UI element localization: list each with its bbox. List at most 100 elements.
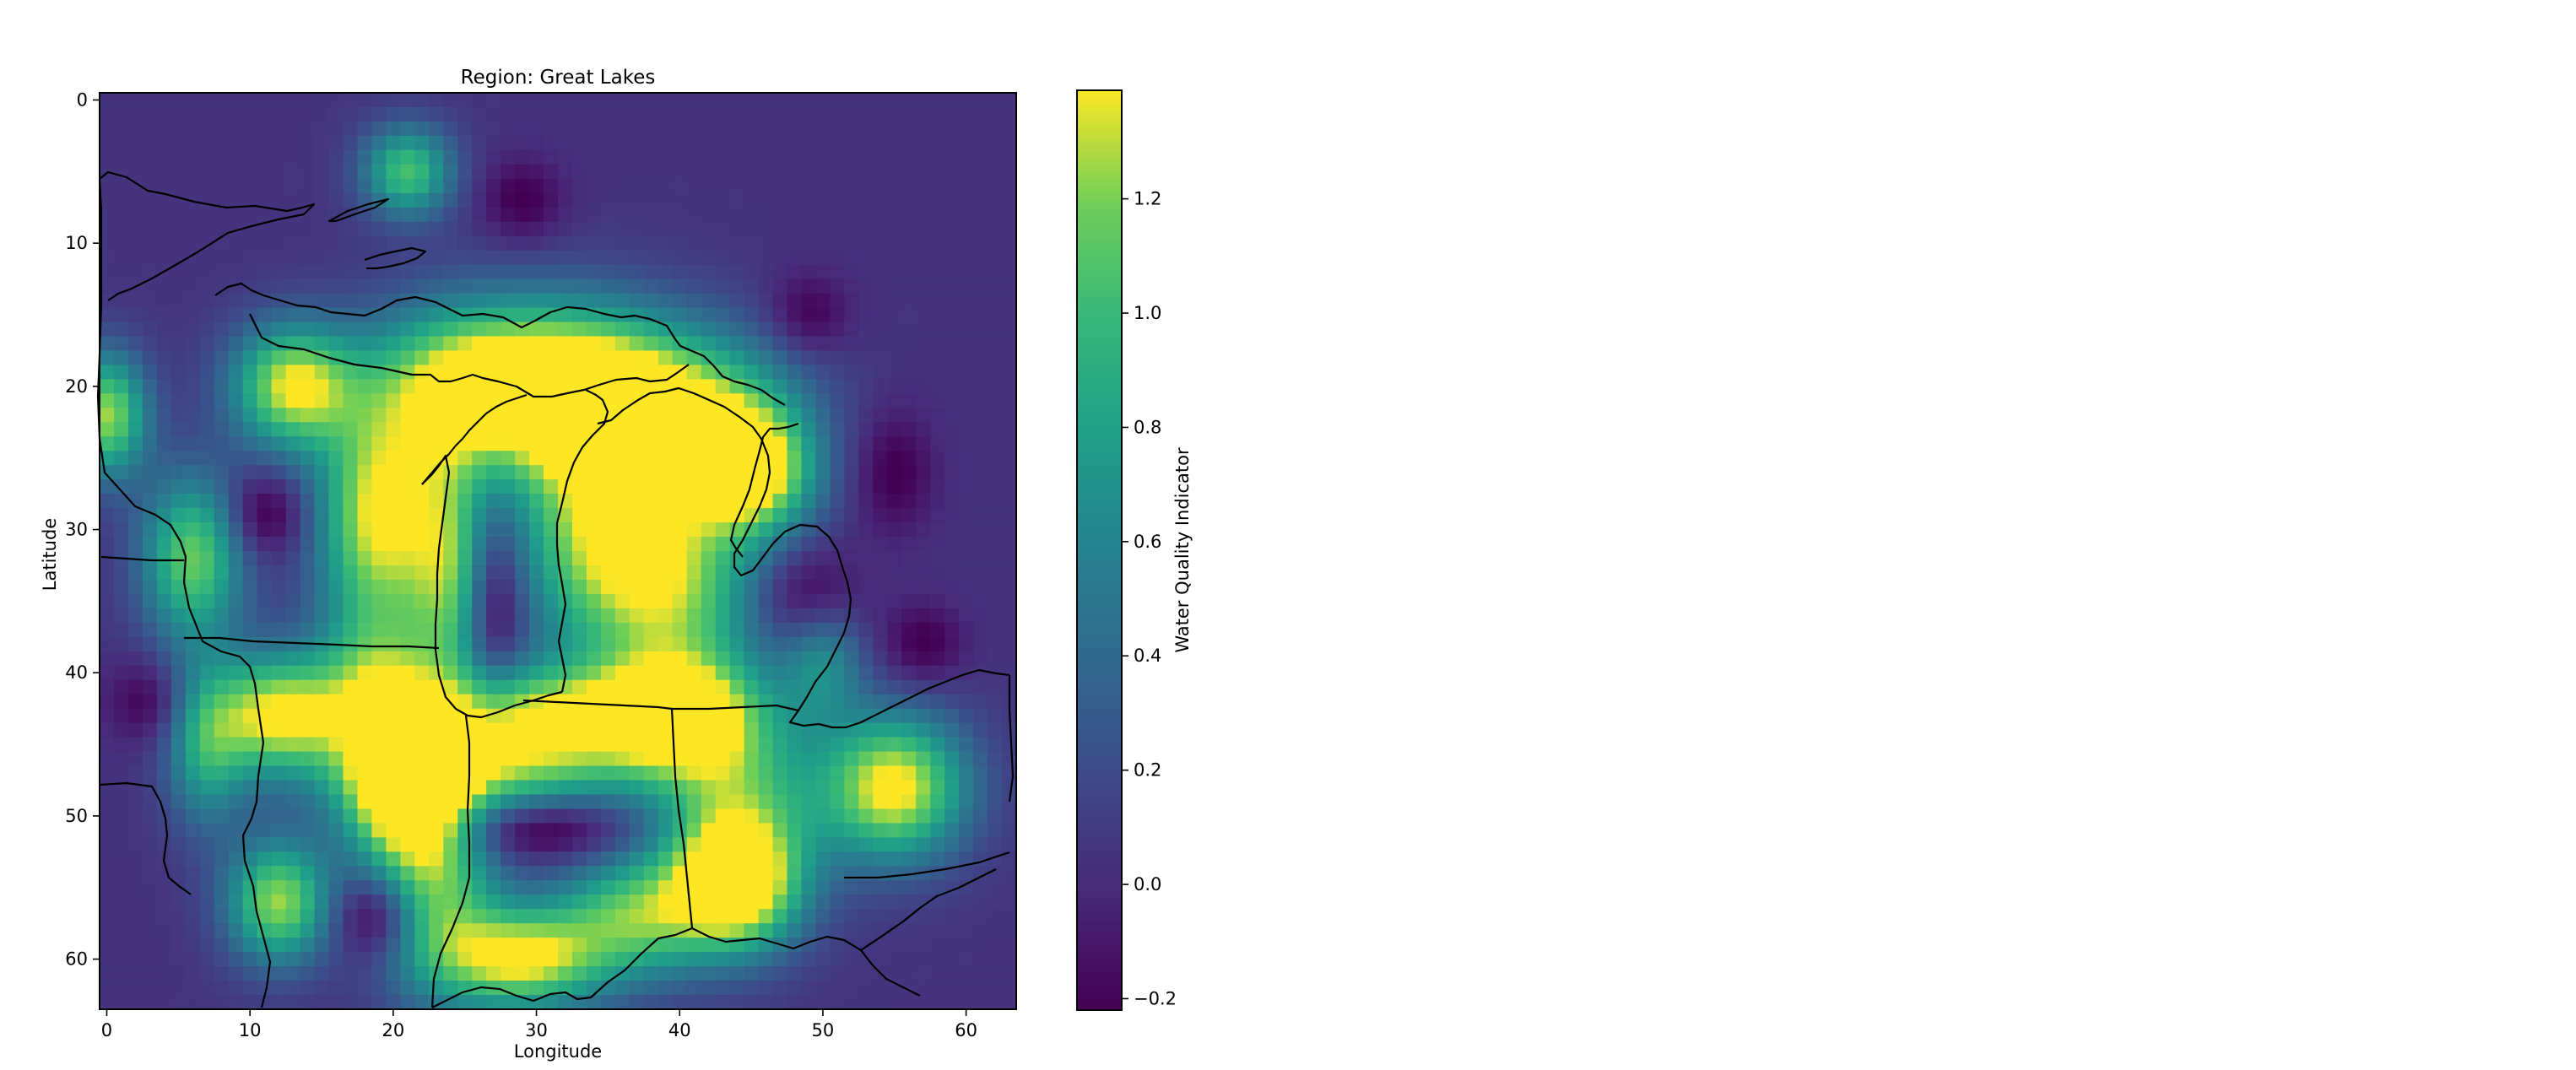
- heatmap-cell: [844, 192, 859, 208]
- heatmap-cell: [772, 679, 788, 695]
- heatmap-cell: [787, 665, 803, 681]
- heatmap-cell: [744, 422, 760, 437]
- heatmap-cell: [142, 235, 158, 251]
- heatmap-cell: [614, 121, 630, 137]
- heatmap-cell: [156, 494, 172, 509]
- heatmap-cell: [386, 823, 401, 838]
- heatmap-cell: [544, 765, 559, 781]
- heatmap-cell: [758, 192, 774, 208]
- heatmap-cell: [386, 336, 401, 352]
- heatmap-cell: [973, 121, 988, 137]
- heatmap-cell: [916, 192, 931, 208]
- heatmap-cell: [586, 722, 602, 738]
- heatmap-cell: [472, 149, 487, 165]
- heatmap-cell: [185, 451, 201, 466]
- heatmap-cell: [715, 622, 731, 638]
- heatmap-cell: [429, 178, 444, 194]
- heatmap-cell: [916, 808, 931, 824]
- heatmap-cell: [271, 751, 287, 767]
- heatmap-cell: [242, 365, 258, 380]
- heatmap-cell: [558, 106, 573, 122]
- heatmap-cell: [1002, 808, 1017, 824]
- heatmap-cell: [429, 350, 444, 366]
- heatmap-cell: [285, 722, 301, 738]
- heatmap-cell: [988, 350, 1003, 366]
- heatmap-cell: [973, 995, 988, 1010]
- heatmap-cell: [571, 436, 587, 451]
- heatmap-cell: [529, 264, 544, 280]
- heatmap-cell: [228, 894, 244, 910]
- heatmap-cell: [988, 593, 1003, 609]
- heatmap-cell: [472, 264, 487, 280]
- heatmap-cell: [844, 780, 859, 796]
- heatmap-cell: [815, 508, 831, 523]
- heatmap-cell: [271, 780, 287, 796]
- heatmap-cell: [629, 178, 645, 194]
- heatmap-cell: [944, 322, 960, 338]
- heatmap-cell: [156, 751, 172, 767]
- heatmap-cell: [386, 608, 401, 624]
- heatmap-cell: [686, 93, 702, 108]
- heatmap-cell: [199, 479, 215, 494]
- heatmap-cell: [127, 508, 143, 523]
- heatmap-cell: [515, 164, 530, 180]
- heatmap-cell: [199, 537, 215, 552]
- heatmap-cell: [930, 909, 945, 924]
- heatmap-cell: [100, 422, 115, 437]
- heatmap-cell: [501, 235, 516, 251]
- heatmap-cell: [314, 708, 330, 724]
- heatmap-cell: [170, 995, 187, 1010]
- x-tick-label: 30: [525, 1020, 548, 1040]
- heatmap-cell: [257, 981, 273, 996]
- heatmap-cell: [257, 408, 273, 423]
- heatmap-cell: [772, 579, 788, 595]
- heatmap-cell: [443, 135, 458, 151]
- heatmap-cell: [973, 307, 988, 323]
- heatmap-cell: [285, 164, 301, 180]
- heatmap-cell: [414, 365, 430, 380]
- heatmap-cell: [944, 851, 960, 867]
- heatmap-cell: [586, 923, 602, 938]
- heatmap-cell: [658, 995, 674, 1010]
- heatmap-cell: [156, 393, 172, 408]
- heatmap-cell: [199, 952, 215, 967]
- heatmap-cell: [558, 966, 573, 981]
- heatmap-cell: [371, 636, 387, 652]
- heatmap-cell: [127, 408, 143, 423]
- heatmap-cell: [715, 307, 731, 323]
- heatmap-cell: [357, 135, 373, 151]
- heatmap-cell: [844, 264, 859, 280]
- heatmap-cell: [944, 708, 960, 724]
- heatmap-cell: [386, 465, 401, 480]
- heatmap-cell: [715, 722, 731, 738]
- heatmap-cell: [772, 823, 788, 838]
- heatmap-cell: [858, 322, 874, 338]
- heatmap-cell: [815, 307, 831, 323]
- heatmap-cell: [443, 995, 458, 1010]
- heatmap-cell: [501, 522, 516, 538]
- heatmap-cell: [443, 751, 458, 767]
- heatmap-cell: [858, 522, 874, 538]
- heatmap-cell: [127, 923, 143, 938]
- heatmap-cell: [371, 451, 387, 466]
- heatmap-cell: [988, 135, 1003, 151]
- heatmap-cell: [772, 221, 788, 237]
- heatmap-cell: [271, 178, 287, 194]
- heatmap-cell: [127, 436, 143, 451]
- heatmap-cell: [944, 494, 960, 509]
- heatmap-cell: [199, 765, 215, 781]
- heatmap-cell: [959, 207, 974, 223]
- heatmap-cell: [486, 837, 501, 852]
- heatmap-cell: [959, 479, 974, 494]
- heatmap-cell: [973, 651, 988, 667]
- heatmap-cell: [127, 422, 143, 437]
- heatmap-cell: [457, 451, 473, 466]
- heatmap-cell: [930, 465, 945, 480]
- heatmap-cell: [457, 322, 473, 338]
- heatmap-cell: [214, 106, 230, 122]
- heatmap-cell: [386, 221, 401, 237]
- heatmap-cell: [142, 221, 158, 237]
- heatmap-cell: [357, 551, 373, 566]
- heatmap-cell: [744, 765, 760, 781]
- heatmap-cell: [643, 995, 659, 1010]
